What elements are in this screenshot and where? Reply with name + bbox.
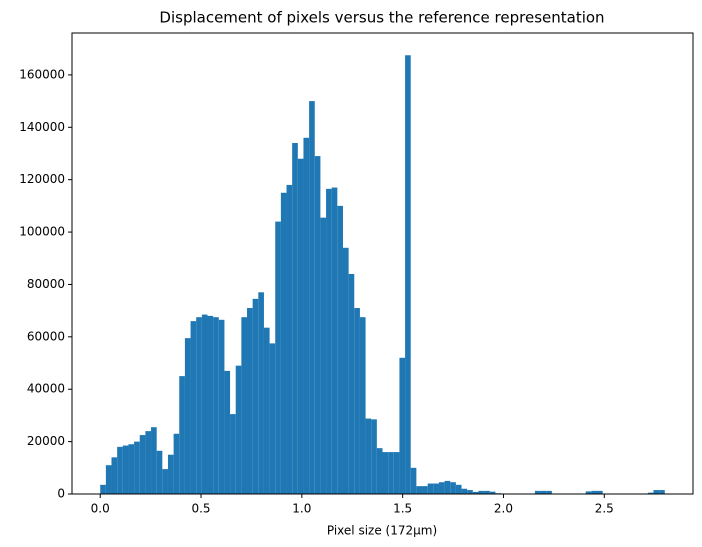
bar bbox=[416, 486, 423, 494]
x-tick-label: 0.5 bbox=[191, 502, 210, 516]
y-tick-label: 40000 bbox=[27, 382, 65, 396]
bar bbox=[173, 433, 180, 494]
bar bbox=[393, 452, 400, 494]
x-tick-label: 1.0 bbox=[292, 502, 311, 516]
bar bbox=[331, 187, 338, 494]
bar bbox=[410, 467, 417, 494]
bar bbox=[258, 292, 264, 494]
bar bbox=[484, 490, 490, 494]
y-tick-label: 0 bbox=[57, 487, 65, 501]
bar bbox=[292, 143, 298, 495]
bar bbox=[297, 158, 304, 494]
bar bbox=[326, 188, 332, 494]
bar bbox=[105, 465, 112, 494]
bar bbox=[117, 446, 123, 494]
bar bbox=[247, 308, 253, 494]
bar bbox=[111, 457, 118, 494]
bar bbox=[156, 450, 163, 494]
bar bbox=[201, 314, 208, 494]
bar bbox=[320, 217, 327, 494]
bar bbox=[342, 247, 349, 494]
bar bbox=[337, 205, 343, 494]
bar bbox=[647, 492, 654, 494]
y-tick-label: 20000 bbox=[27, 434, 65, 448]
chart-title: Displacement of pixels versus the refere… bbox=[159, 9, 604, 27]
bar bbox=[218, 319, 225, 494]
bar bbox=[134, 441, 140, 494]
bar bbox=[145, 431, 152, 494]
bar bbox=[354, 308, 360, 494]
bar bbox=[275, 221, 281, 494]
bar bbox=[405, 55, 411, 494]
y-tick-label: 160000 bbox=[19, 67, 65, 81]
bar bbox=[162, 469, 168, 494]
bar bbox=[348, 273, 355, 494]
bar bbox=[139, 435, 146, 494]
x-tick-label: 2.5 bbox=[595, 502, 614, 516]
bar bbox=[280, 192, 287, 494]
x-tick-label: 1.5 bbox=[393, 502, 412, 516]
bar bbox=[224, 370, 231, 494]
bar bbox=[122, 445, 129, 494]
bar bbox=[235, 365, 242, 494]
bar bbox=[427, 483, 434, 494]
y-tick-label: 60000 bbox=[27, 329, 65, 343]
bar bbox=[359, 317, 366, 494]
y-tick-label: 140000 bbox=[19, 120, 65, 134]
bar bbox=[534, 490, 541, 494]
bar bbox=[455, 484, 462, 494]
bar bbox=[444, 480, 451, 494]
bar bbox=[263, 327, 270, 494]
bar bbox=[179, 376, 185, 494]
bar bbox=[653, 490, 660, 494]
y-tick-label: 100000 bbox=[19, 225, 65, 239]
bar bbox=[207, 315, 214, 494]
bar bbox=[478, 490, 485, 494]
bar bbox=[540, 490, 547, 494]
bar bbox=[433, 483, 439, 494]
y-tick-label: 120000 bbox=[19, 172, 65, 186]
bar bbox=[546, 490, 552, 494]
bar bbox=[269, 343, 276, 494]
bar bbox=[167, 454, 174, 494]
y-tick-label: 80000 bbox=[27, 277, 65, 291]
bar bbox=[252, 298, 259, 494]
bar bbox=[467, 490, 473, 494]
bar bbox=[388, 452, 394, 494]
bar bbox=[472, 491, 479, 494]
bar bbox=[184, 338, 191, 494]
bar bbox=[461, 488, 468, 494]
bar bbox=[151, 427, 157, 494]
bar bbox=[597, 490, 603, 494]
bar bbox=[376, 448, 383, 494]
x-tick-label: 2.0 bbox=[494, 502, 513, 516]
bar bbox=[489, 491, 496, 494]
bar bbox=[422, 486, 428, 494]
bar bbox=[196, 317, 202, 494]
x-axis-label: Pixel size (172µm) bbox=[327, 524, 437, 538]
plot-frame bbox=[71, 32, 694, 495]
bar bbox=[371, 419, 377, 494]
bar bbox=[190, 321, 197, 494]
bar bbox=[659, 490, 665, 494]
bar bbox=[365, 418, 372, 494]
bar bbox=[450, 482, 456, 494]
bar bbox=[128, 444, 135, 494]
x-tick-label: 0.0 bbox=[91, 502, 110, 516]
bar bbox=[314, 156, 321, 494]
bar bbox=[438, 482, 445, 494]
bar bbox=[382, 452, 389, 494]
bar bbox=[100, 484, 106, 494]
bar bbox=[241, 317, 248, 494]
bar bbox=[309, 101, 315, 495]
bar bbox=[230, 414, 236, 494]
bar bbox=[286, 184, 293, 494]
bar bbox=[399, 357, 406, 494]
bar bbox=[303, 137, 310, 495]
bar bbox=[591, 490, 598, 494]
bar bbox=[585, 491, 592, 494]
bar bbox=[213, 317, 219, 494]
